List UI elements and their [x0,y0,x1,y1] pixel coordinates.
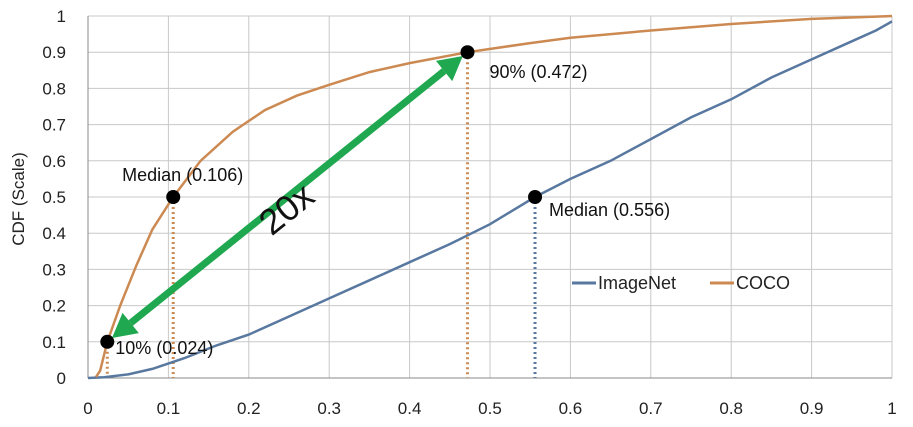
x-tick-label: 1 [887,399,896,418]
marker-label: Median (0.106) [122,165,243,185]
x-tick-label: 0.1 [157,399,181,418]
y-tick-label: 0.7 [42,116,66,135]
x-tick-label: 0.8 [719,399,743,418]
legend-label-coco: COCO [736,273,790,293]
x-tick-label: 0.3 [317,399,341,418]
y-tick-label: 1 [57,7,66,26]
tick-labels: 0 0.1 0.2 0.3 0.4 0.5 0.6 0.7 0.8 0.9 1 0 0.1 0.2 0.3 0… [42,7,896,418]
x-tick-label: 0.4 [398,399,422,418]
x-tick-label: 0.9 [800,399,824,418]
series-line-imagenet [87,20,893,380]
y-tick-label: 0.3 [42,260,66,279]
axes [87,16,892,379]
arrow-head-start [111,312,139,339]
arrow-label: 20x [251,174,322,242]
marker-point [100,334,115,349]
marker-label: 10% (0.024) [115,338,213,358]
marker-point [460,45,475,60]
arrow-head-end [435,55,463,82]
y-tick-label: 0.9 [42,43,66,62]
y-tick-label: 0 [57,369,66,388]
y-tick-label: 0.2 [42,297,66,316]
y-axis-label: CDF (Scale) [9,152,28,246]
series-lines [87,14,893,380]
y-tick-label: 0.6 [42,152,66,171]
marker-point [528,190,543,204]
x-tick-label: 0.5 [478,399,502,418]
y-tick-label: 0.1 [42,333,66,352]
x-tick-label: 0 [83,399,92,418]
y-tick-label: 0.8 [42,79,66,98]
x-tick-label: 0.6 [559,399,583,418]
y-tick-label: 0.4 [42,224,66,243]
x-tick-label: 0.2 [237,399,261,418]
x-tick-label: 0.7 [639,399,663,418]
markers: 10% (0.024) Median (0.106) 90% (0.472) Medi… [100,45,670,358]
legend-label-imagenet: ImageNet [598,273,676,293]
marker-point [166,190,181,204]
marker-drop-lines [105,52,537,378]
series-line-coco [94,14,893,378]
legend: ImageNet COCO [572,273,790,293]
marker-label: Median (0.556) [549,200,670,220]
arrow-shaft [128,68,447,326]
grid-lines [88,15,893,378]
y-tick-label: 0.5 [42,188,66,207]
marker-label: 90% (0.472) [489,62,587,82]
